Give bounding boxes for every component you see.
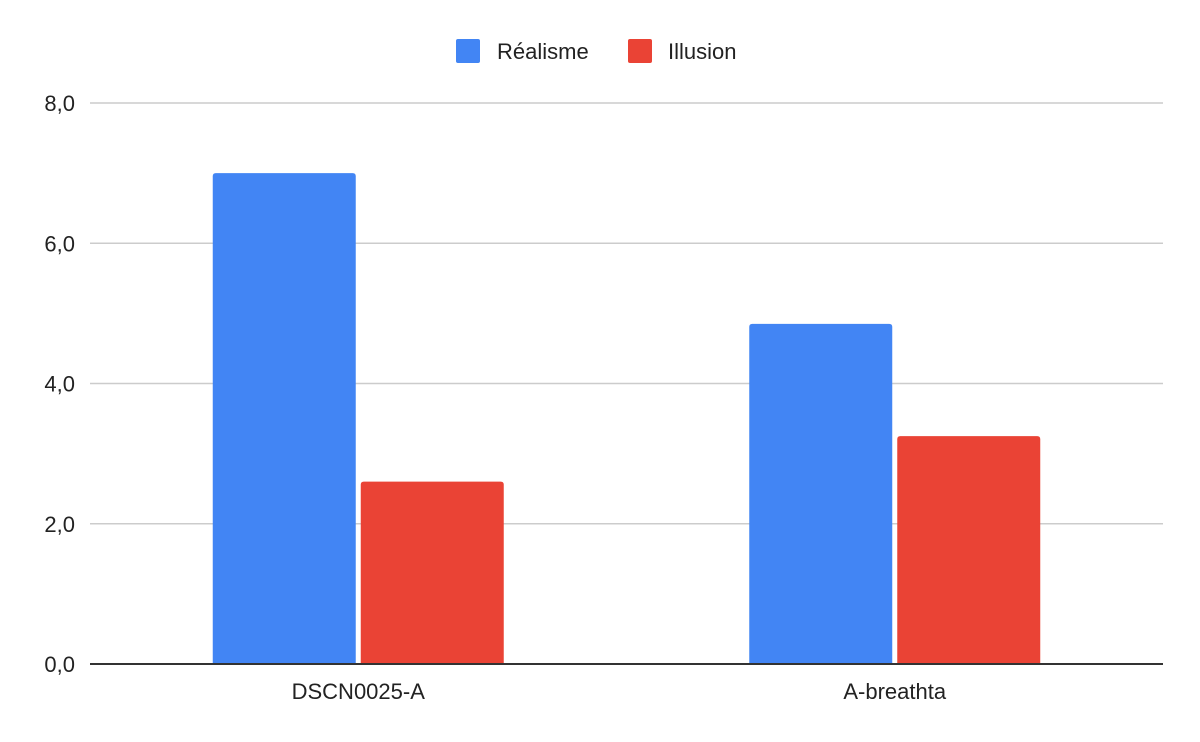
legend-swatch: [456, 39, 480, 63]
bars: [212, 173, 1041, 664]
legend-label: Illusion: [668, 39, 736, 64]
legend-label: Réalisme: [497, 39, 589, 64]
y-tick-label: 0,0: [44, 652, 75, 677]
y-axis-ticks: 0,0 2,0 4,0 6,0 8,0: [44, 91, 75, 677]
bar-illusion-1: [360, 481, 504, 664]
bar-r-alisme-2: [749, 323, 893, 664]
y-tick-label: 6,0: [44, 231, 75, 256]
legend: Réalisme Illusion: [456, 39, 736, 64]
y-tick-label: 2,0: [44, 512, 75, 537]
legend-swatch: [628, 39, 652, 63]
x-tick-label: DSCN0025-A: [292, 679, 426, 704]
x-tick-label: A-breathta: [843, 679, 946, 704]
bar-r-alisme-1: [212, 173, 356, 664]
x-axis-ticks: DSCN0025-A A-breathta: [292, 679, 947, 704]
y-tick-label: 4,0: [44, 372, 75, 397]
bar-illusion-2: [897, 436, 1041, 664]
y-tick-label: 8,0: [44, 91, 75, 116]
